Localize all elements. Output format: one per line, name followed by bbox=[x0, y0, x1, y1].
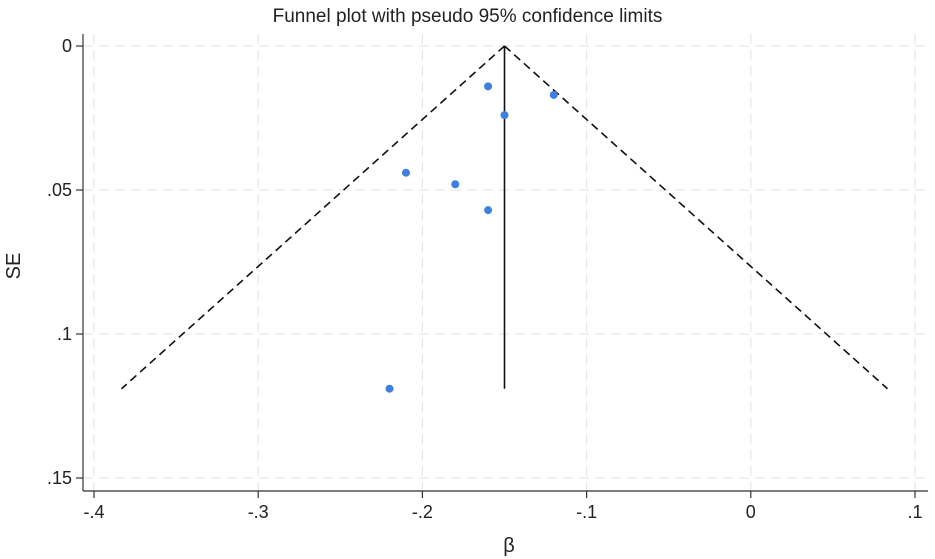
lower-confidence-limit bbox=[120, 45, 506, 390]
axes: β SE -.4 -.3 -.2 -.1 0 .1 0 .05 .1 .15 bbox=[3, 34, 928, 557]
data-point bbox=[385, 384, 394, 393]
x-tick-label: .1 bbox=[907, 502, 922, 522]
y-axis-title: SE bbox=[3, 253, 25, 280]
x-tick-label: -.1 bbox=[576, 502, 597, 522]
y-tick-label: .1 bbox=[57, 324, 72, 344]
x-tick-label: -.4 bbox=[83, 502, 104, 522]
y-tick-label: 0 bbox=[62, 36, 72, 56]
data-point bbox=[451, 180, 460, 189]
y-tick-label: .05 bbox=[47, 180, 72, 200]
data-point bbox=[401, 168, 410, 177]
x-tick-label: -.3 bbox=[248, 502, 269, 522]
x-tick-label: -.2 bbox=[412, 502, 433, 522]
data-point bbox=[484, 82, 493, 91]
grid-lines bbox=[83, 34, 928, 491]
y-tick-label: .15 bbox=[47, 468, 72, 488]
upper-confidence-limit bbox=[503, 45, 889, 390]
data-points bbox=[385, 82, 558, 393]
chart-title: Funnel plot with pseudo 95% confidence l… bbox=[272, 6, 663, 27]
data-point bbox=[549, 90, 558, 99]
funnel-lines bbox=[120, 45, 889, 390]
data-point bbox=[484, 206, 493, 215]
x-axis-title: β bbox=[503, 535, 515, 557]
data-point bbox=[500, 111, 509, 120]
x-tick-label: 0 bbox=[746, 502, 756, 522]
